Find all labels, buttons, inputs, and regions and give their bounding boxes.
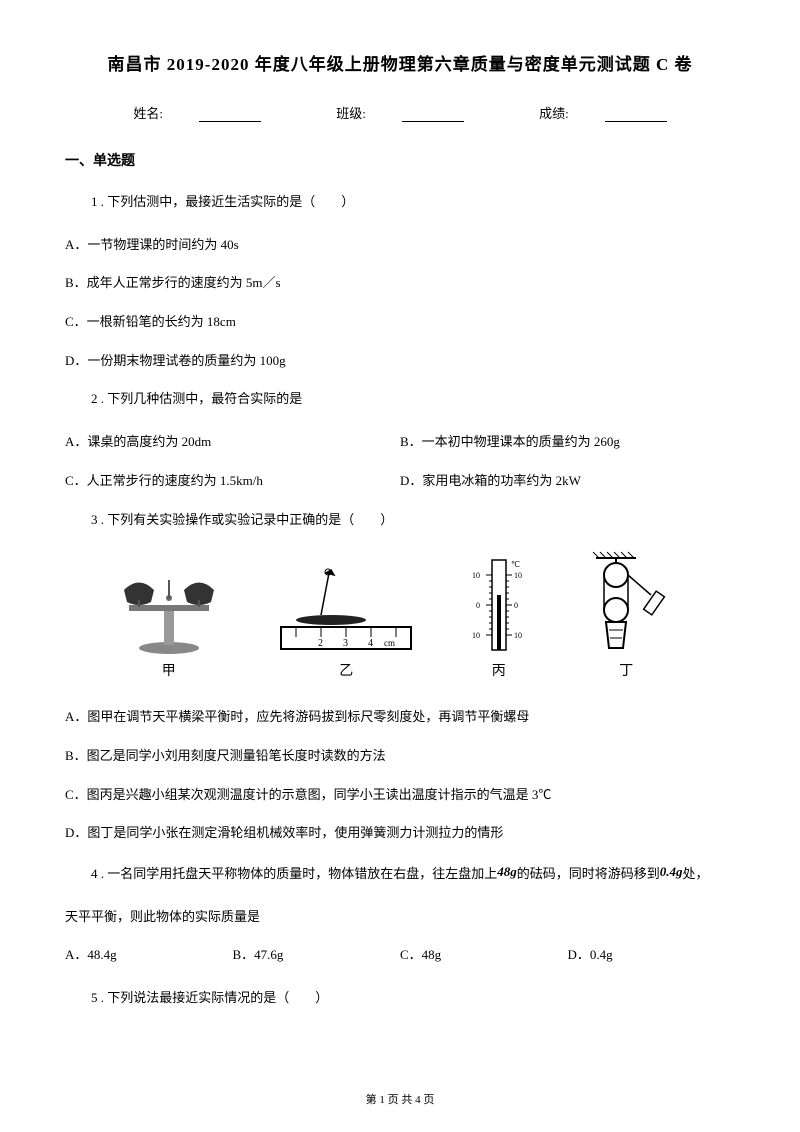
svg-text:10: 10 xyxy=(514,631,522,640)
pulley-icon xyxy=(581,550,671,655)
class-field: 班级: xyxy=(318,106,482,121)
q2-option-b: B．一本初中物理课本的质量约为 260g xyxy=(400,430,735,455)
q4-option-b: B．47.6g xyxy=(233,943,401,968)
balance-scale-icon xyxy=(109,560,229,655)
svg-text:10: 10 xyxy=(514,571,522,580)
page-title: 南昌市 2019-2020 年度八年级上册物理第六章质量与密度单元测试题 C 卷 xyxy=(65,50,735,75)
svg-text:10: 10 xyxy=(472,631,480,640)
svg-text:4: 4 xyxy=(368,638,373,649)
q3-option-d: D．图丁是同学小张在测定滑轮组机械效率时，使用弹簧测力计测拉力的情形 xyxy=(65,821,735,846)
svg-text:℃: ℃ xyxy=(511,560,520,569)
name-field: 姓名: xyxy=(115,106,279,121)
q3-label-b: 乙 xyxy=(339,660,353,680)
ruler-icon: 2 3 4 cm xyxy=(276,565,416,655)
q3-image-a: 甲 xyxy=(109,560,229,680)
score-field: 成绩: xyxy=(521,106,685,121)
q3-option-a: A．图甲在调节天平横梁平衡时，应先将游码拔到标尺零刻度处，再调节平衡螺母 xyxy=(65,705,735,730)
question-2: 2 . 下列几种估测中，最符合实际的是 xyxy=(65,387,735,412)
q4-val1: 48g xyxy=(497,864,517,879)
question-4-line2: 天平平衡，则此物体的实际质量是 xyxy=(65,905,735,930)
q3-label-c: 丙 xyxy=(492,660,506,680)
q3-image-b: 2 3 4 cm 乙 xyxy=(276,565,416,680)
q3-option-b: B．图乙是同学小刘用刻度尺测量铅笔长度时读数的方法 xyxy=(65,744,735,769)
q3-label-a: 甲 xyxy=(162,660,176,680)
svg-text:0: 0 xyxy=(476,601,480,610)
q4-options: A．48.4g B．47.6g C．48g D．0.4g xyxy=(65,943,735,968)
q2-option-a: A．课桌的高度约为 20dm xyxy=(65,430,400,455)
q1-option-b: B．成年人正常步行的速度约为 5m／s xyxy=(65,271,735,296)
question-4: 4 . 一名同学用托盘天平称物体的质量时，物体错放在右盘，往左盘加上48g的砝码… xyxy=(65,860,735,887)
q3-label-d: 丁 xyxy=(619,660,633,680)
svg-text:10: 10 xyxy=(472,571,480,580)
q4-option-a: A．48.4g xyxy=(65,943,233,968)
q4-option-c: C．48g xyxy=(400,943,568,968)
q2-row-cd: C．人正常步行的速度约为 1.5km/h D．家用电冰箱的功率约为 2kW xyxy=(65,469,735,494)
q3-option-c: C．图丙是兴趣小组某次观测温度计的示意图，同学小王读出温度计指示的气温是 3℃ xyxy=(65,783,735,808)
q3-image-d: 丁 xyxy=(581,550,671,680)
header-fields: 姓名: 班级: 成绩: xyxy=(65,103,735,122)
svg-text:0: 0 xyxy=(514,601,518,610)
q3-images: 甲 2 3 4 cm 乙 ℃ 10 10 0 0 10 10 xyxy=(85,550,735,680)
page-footer: 第 1 页 共 4 页 xyxy=(0,1091,800,1107)
q1-option-d: D．一份期末物理试卷的质量约为 100g xyxy=(65,349,735,374)
q1-option-a: A．一节物理课的时间约为 40s xyxy=(65,233,735,258)
svg-text:3: 3 xyxy=(343,638,348,649)
svg-text:2: 2 xyxy=(318,638,323,649)
q4-val2: 0.4g xyxy=(660,864,683,879)
question-3: 3 . 下列有关实验操作或实验记录中正确的是（ ） xyxy=(65,508,735,533)
svg-text:cm: cm xyxy=(384,638,395,648)
q2-row-ab: A．课桌的高度约为 20dm B．一本初中物理课本的质量约为 260g xyxy=(65,430,735,455)
q4-option-d: D．0.4g xyxy=(568,943,736,968)
question-1: 1 . 下列估测中，最接近生活实际的是（ ） xyxy=(65,190,735,215)
q3-image-c: ℃ 10 10 0 0 10 10 丙 xyxy=(464,555,534,680)
section-heading: 一、单选题 xyxy=(65,150,735,170)
q2-option-d: D．家用电冰箱的功率约为 2kW xyxy=(400,469,735,494)
thermometer-icon: ℃ 10 10 0 0 10 10 xyxy=(464,555,534,655)
q1-option-c: C．一根新铅笔的长约为 18cm xyxy=(65,310,735,335)
q2-option-c: C．人正常步行的速度约为 1.5km/h xyxy=(65,469,400,494)
question-5: 5 . 下列说法最接近实际情况的是（ ） xyxy=(65,986,735,1011)
